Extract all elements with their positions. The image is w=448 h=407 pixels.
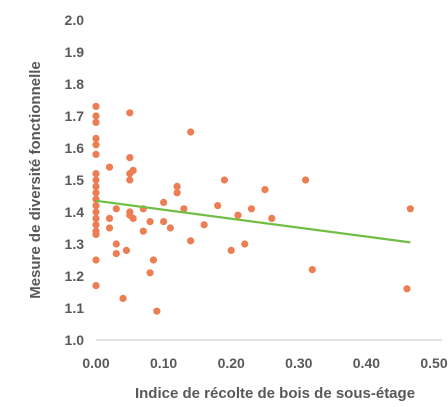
data-point [92, 221, 100, 229]
data-point [105, 214, 114, 222]
x-tick-label: 0.00 [82, 355, 109, 371]
data-point [92, 182, 100, 190]
data-point [173, 189, 181, 197]
data-point [247, 205, 256, 213]
data-point [92, 112, 100, 120]
data-point [119, 294, 127, 302]
y-tick-label: 1.4 [65, 204, 85, 220]
data-point [126, 176, 134, 184]
data-point [92, 170, 100, 178]
data-point [241, 240, 249, 248]
y-tick-label: 1.1 [65, 300, 85, 316]
data-point [200, 221, 208, 229]
data-point [92, 118, 100, 126]
data-points [92, 102, 414, 315]
y-axis-ticks: 1.0 1.1 1.2 1.3 1.4 1.5 1.6 1.7 1.8 1.9 2.0 [65, 12, 85, 348]
data-point [173, 182, 181, 190]
data-point [187, 128, 195, 136]
x-tick-label: 0.10 [150, 355, 177, 371]
data-point [180, 205, 188, 213]
data-point [261, 186, 269, 194]
data-point [187, 237, 195, 245]
data-point [153, 307, 161, 315]
data-point [146, 218, 154, 226]
data-point [126, 109, 134, 117]
data-point [149, 256, 158, 264]
x-axis-title: Indice de récolte de bois de sous-étage [135, 385, 415, 402]
data-point [92, 202, 100, 210]
x-axis-ticks: 0.00 0.10 0.20 0.30 0.40 0.50 [82, 355, 447, 371]
data-point [160, 218, 168, 226]
y-tick-label: 1.0 [65, 332, 85, 348]
x-tick-label: 0.30 [285, 355, 312, 371]
data-point [220, 176, 229, 184]
y-tick-label: 1.8 [65, 76, 85, 92]
data-point [105, 163, 114, 171]
data-point [92, 176, 100, 184]
data-point [92, 189, 100, 197]
data-point [301, 176, 310, 184]
data-point [92, 102, 100, 110]
data-point [214, 202, 222, 210]
data-point [122, 246, 131, 254]
data-point [92, 150, 100, 158]
data-point [112, 240, 120, 248]
y-axis-title: Mesure de diversité fonctionnelle [27, 61, 44, 299]
data-point [92, 282, 100, 290]
y-tick-label: 1.5 [65, 172, 85, 188]
data-point [268, 214, 276, 222]
data-point [92, 256, 100, 264]
y-tick-label: 1.7 [65, 108, 85, 124]
data-point [92, 230, 100, 238]
y-tick-label: 1.3 [65, 236, 85, 252]
data-point [126, 154, 134, 162]
data-point [112, 250, 120, 258]
data-point [406, 205, 414, 213]
data-point [160, 198, 168, 206]
y-tick-label: 1.6 [65, 140, 85, 156]
trend-line [95, 199, 411, 244]
data-point [92, 208, 100, 216]
x-tick-label: 0.40 [353, 355, 380, 371]
data-point [92, 214, 100, 222]
data-point [129, 166, 137, 174]
data-point [129, 214, 137, 222]
data-point [92, 141, 100, 149]
data-point [166, 224, 174, 232]
data-point [112, 205, 120, 213]
data-point [227, 246, 235, 254]
x-tick-label: 0.20 [218, 355, 245, 371]
y-tick-label: 2.0 [65, 12, 85, 28]
data-point [92, 134, 100, 142]
y-tick-label: 1.9 [65, 44, 85, 60]
data-point [139, 227, 147, 235]
x-tick-label: 0.50 [420, 355, 447, 371]
data-point [146, 269, 154, 277]
data-point [105, 224, 114, 232]
data-point [308, 266, 316, 274]
data-point [234, 211, 242, 219]
data-point [403, 285, 411, 293]
y-tick-label: 1.2 [65, 268, 85, 284]
